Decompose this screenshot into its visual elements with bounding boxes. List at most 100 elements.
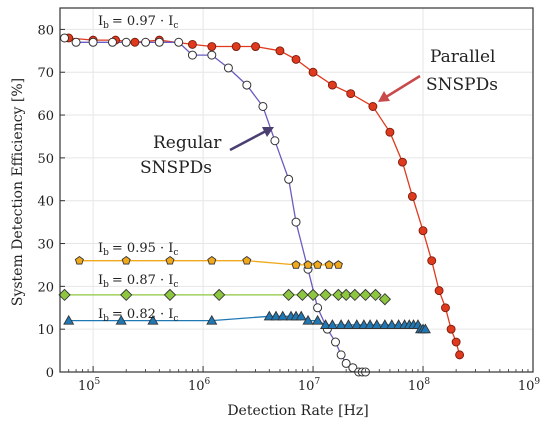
plot-frame — [59, 7, 534, 373]
data-point — [434, 286, 444, 296]
svg-text:Ib= 0.95 · Ic: Ib = 0.95 · Ic — [98, 241, 178, 258]
data-point — [295, 310, 307, 321]
y-tick-label: 0 — [46, 366, 54, 381]
data-point — [263, 310, 275, 321]
y-tick-label: 10 — [37, 323, 54, 338]
y-tick-label: 80 — [37, 23, 54, 38]
data-point — [115, 314, 127, 325]
data-point — [163, 288, 177, 302]
data-point — [207, 255, 217, 265]
data-point — [427, 256, 437, 266]
data-point — [71, 37, 81, 47]
data-point — [207, 42, 217, 51]
data-point — [120, 288, 133, 302]
data-point — [58, 288, 71, 302]
data-point — [359, 288, 372, 302]
data-point — [60, 33, 70, 43]
data-point — [333, 260, 343, 269]
y-tick-label: 30 — [37, 238, 54, 253]
data-point — [174, 37, 184, 47]
data-point — [446, 324, 456, 334]
data-point — [147, 314, 159, 325]
data-point — [341, 358, 351, 368]
data-point — [231, 42, 241, 51]
data-point — [364, 319, 376, 329]
data-point — [368, 102, 378, 111]
data-point — [63, 314, 75, 325]
x-tick-label: 107 — [298, 377, 321, 394]
data-point — [165, 255, 175, 265]
parallel-arrow — [385, 74, 421, 99]
data-point — [107, 37, 117, 47]
data-point — [340, 288, 353, 302]
data-point — [242, 80, 252, 90]
annotation-ib-082: Ib = 0.82 · Ic — [98, 307, 178, 324]
data-point — [313, 303, 323, 313]
data-point — [320, 319, 332, 329]
annotation-regular: Regular SNSPDs — [140, 127, 274, 178]
data-point — [121, 37, 131, 47]
data-point — [385, 127, 395, 137]
data-point — [296, 288, 309, 302]
data-point — [441, 303, 450, 313]
data-point — [88, 37, 98, 47]
data-point — [291, 217, 301, 227]
y-tick-label: 20 — [37, 280, 54, 295]
data-point — [275, 46, 285, 56]
series-line-2 — [79, 260, 339, 266]
data-point — [291, 260, 301, 269]
x-axis-label: Detection Rate [Hz] — [227, 403, 368, 419]
markers — [58, 33, 465, 377]
regular-arrow — [229, 129, 267, 152]
data-point — [327, 80, 337, 90]
data-point — [407, 191, 417, 201]
annotation-parallel: Parallel SNSPDs — [378, 47, 498, 102]
data-point — [207, 50, 217, 60]
regular-arrow-head — [262, 127, 274, 137]
data-point — [378, 293, 392, 306]
data-point — [346, 89, 356, 99]
data-point — [282, 288, 295, 302]
data-point — [74, 255, 84, 265]
data-point — [336, 350, 346, 360]
data-point — [223, 63, 233, 73]
data-point — [455, 350, 465, 360]
data-point — [348, 288, 362, 302]
annotation-ib-097: Ib = 0.97 · Ic — [98, 14, 178, 31]
x-tick-label: 105 — [78, 377, 101, 394]
x-tick-label: 106 — [188, 377, 211, 394]
data-point — [154, 37, 164, 47]
data-point — [306, 288, 320, 302]
data-point — [326, 319, 338, 329]
data-point — [308, 67, 318, 77]
data-point — [213, 288, 226, 302]
data-point — [418, 226, 428, 236]
data-point — [121, 255, 131, 265]
ticks: 0 10 20 30 40 50 60 70 80 105 106 107 108 109 — [37, 23, 540, 394]
x-tick-label: 108 — [408, 377, 431, 394]
svg-text:Ib= 0.82 · Ic: Ib = 0.82 · Ic — [98, 307, 178, 324]
data-point — [303, 260, 313, 269]
y-tick-label: 70 — [37, 66, 54, 81]
svg-text:SNSPDs: SNSPDs — [140, 158, 212, 178]
data-point — [335, 319, 347, 329]
data-point — [270, 136, 280, 146]
data-point — [319, 288, 332, 302]
data-point — [371, 319, 383, 329]
x-tick-label: 109 — [518, 377, 541, 394]
data-point — [284, 174, 294, 184]
data-point — [291, 54, 301, 64]
y-axis-label: System Detection Efficiency [%] — [10, 78, 26, 306]
data-point — [351, 319, 363, 329]
data-point — [141, 37, 151, 47]
data-point — [312, 314, 324, 325]
data-point — [258, 101, 268, 111]
svg-text:Ib= 0.97 · Ic: Ib = 0.97 · Ic — [98, 14, 178, 31]
svg-text:Ib= 0.87 · Ic: Ib = 0.87 · Ic — [98, 273, 178, 290]
data-point — [331, 337, 341, 347]
data-point — [277, 310, 289, 321]
annotation-ib-095: Ib = 0.95 · Ic — [98, 241, 178, 258]
data-point — [342, 319, 355, 329]
data-point — [187, 39, 197, 49]
